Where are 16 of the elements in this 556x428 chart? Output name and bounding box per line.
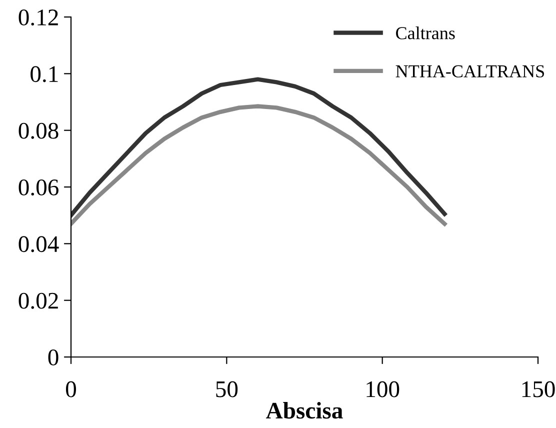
line-series bbox=[71, 104, 447, 226]
y-tick-label: 0.08 bbox=[18, 122, 58, 139]
y-tick-label: 0.12 bbox=[18, 9, 58, 26]
y-tick-label: 0.04 bbox=[18, 236, 59, 252]
x-tick-label: 150 bbox=[522, 381, 555, 398]
line-series bbox=[71, 77, 447, 218]
y-tick-label: 0.02 bbox=[18, 292, 58, 309]
x-tick-label: 50 bbox=[216, 381, 238, 398]
y-tick-label: 0.06 bbox=[18, 179, 58, 196]
x-tick-label: 0 bbox=[66, 381, 76, 398]
x-axis-title: Abscisa bbox=[266, 402, 343, 419]
x-tick-label: 100 bbox=[366, 381, 400, 398]
y-tick-label: 0 bbox=[48, 349, 58, 366]
legend-label: Caltrans bbox=[396, 26, 455, 40]
y-tick-label: 0.1 bbox=[30, 66, 58, 82]
legend-label: NTHA-CALTRANS bbox=[396, 65, 544, 78]
